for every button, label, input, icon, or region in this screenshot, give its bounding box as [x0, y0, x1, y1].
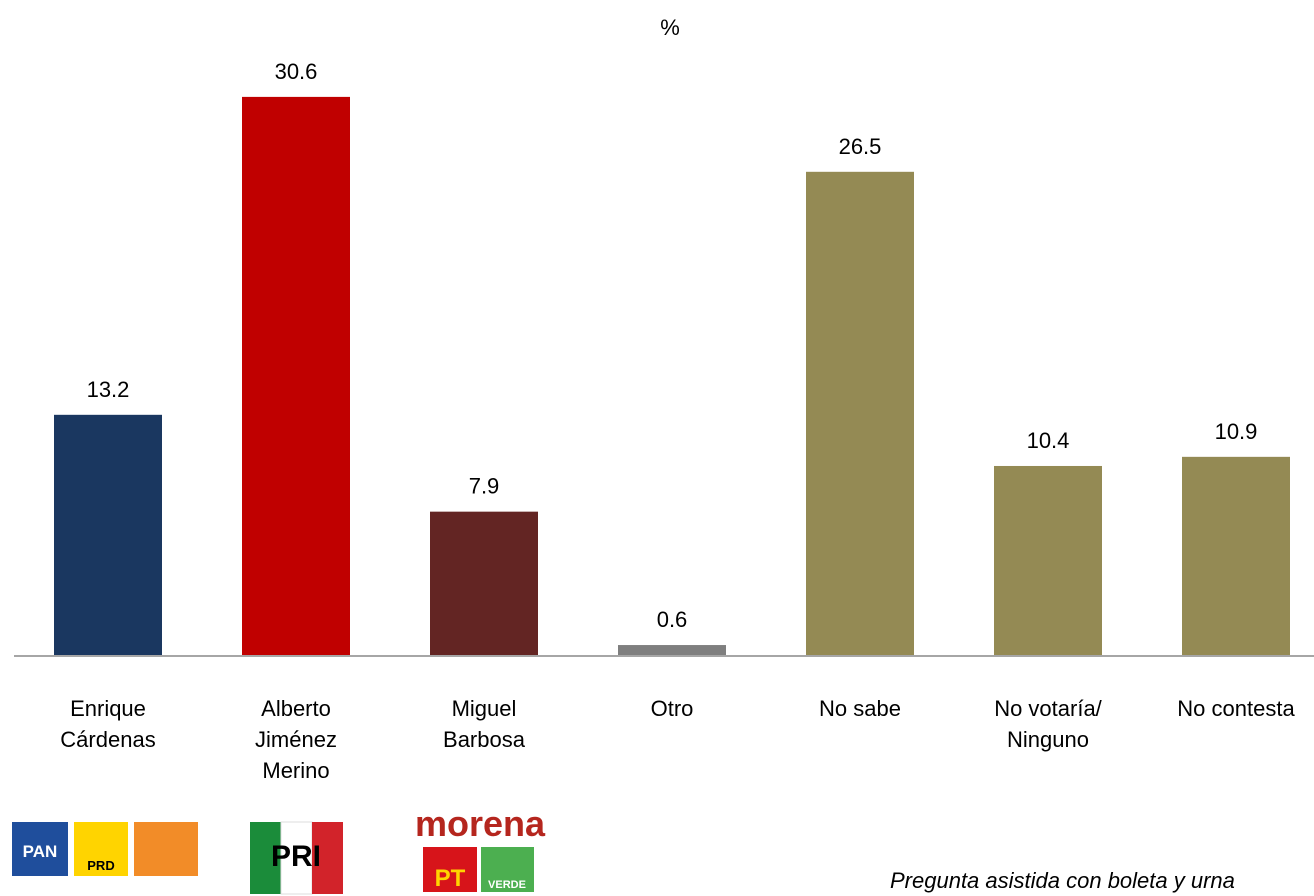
logo-text: PT — [435, 865, 466, 892]
bar — [430, 511, 538, 656]
bar — [242, 96, 350, 656]
bar — [1182, 456, 1290, 656]
bar — [806, 171, 914, 657]
logo-text: PRD — [87, 858, 114, 873]
x-tick-label: Miguel Barbosa — [443, 696, 526, 752]
x-tick-label: No contesta — [1177, 696, 1295, 721]
logo-pan — [12, 822, 68, 876]
bar — [54, 414, 162, 656]
chart-title: % — [660, 15, 680, 40]
logo-pt — [423, 847, 477, 892]
value-label: 7.9 — [469, 474, 500, 499]
annotation: Pregunta asistida con boleta y urna — [890, 868, 1235, 893]
logo-text: PRI — [271, 840, 321, 873]
logos: PAN PRD PRI morena PT VERDE — [12, 803, 546, 895]
logo-prd — [74, 822, 128, 876]
logo-text: morena — [415, 803, 546, 844]
value-label: 10.4 — [1027, 428, 1070, 453]
logo-text: PAN — [23, 842, 58, 861]
value-label: 26.5 — [839, 134, 882, 159]
bar — [994, 465, 1102, 656]
value-label: 0.6 — [657, 607, 688, 632]
logo-mc — [134, 822, 198, 876]
value-label: 10.9 — [1215, 419, 1258, 444]
x-tick-label: Otro — [651, 696, 694, 721]
x-tick-label: No sabe — [819, 696, 901, 721]
logo-verde — [481, 847, 534, 892]
x-tick-label: Enrique Cárdenas — [60, 696, 155, 752]
logo-text: VERDE — [488, 879, 526, 891]
bar — [618, 645, 726, 656]
logo-pri-green — [250, 822, 281, 894]
value-label: 13.2 — [87, 377, 130, 402]
logo-pri-red — [312, 822, 343, 894]
x-tick-label: Alberto Jiménez Merino — [255, 696, 337, 783]
value-label: 30.6 — [275, 59, 318, 84]
x-tick-label: No votaría/Ninguno — [994, 696, 1102, 752]
